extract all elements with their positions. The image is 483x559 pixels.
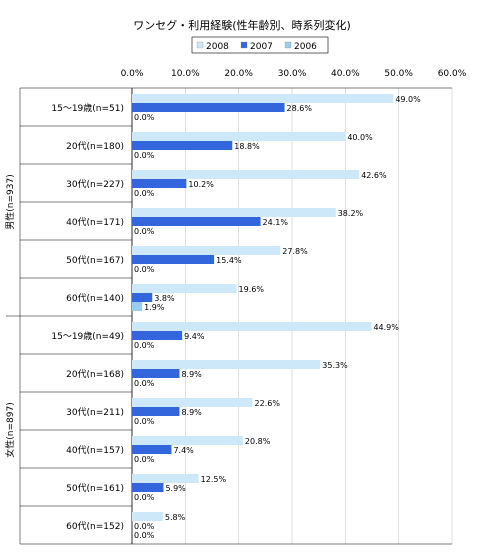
bar-2007 <box>132 255 215 264</box>
data-label-2007: 15.4% <box>216 256 242 265</box>
x-tick-label: 10.0% <box>171 69 200 79</box>
chart-title: ワンセグ・利用経験(性年齢別、時系列変化) <box>133 18 351 32</box>
legend-swatch-2006 <box>284 41 292 49</box>
data-label-2007: 8.9% <box>181 370 202 379</box>
bar-2008 <box>132 322 372 331</box>
group-label: 男性(n=937) <box>4 174 16 229</box>
data-labels: 49.0% 40.0% 42.6% 38.2% 27.8% 19.6% 44.9% 35.3%… <box>134 95 421 540</box>
data-label-2007: 10.2% <box>188 180 214 189</box>
data-label-2006: 0.0% <box>134 151 155 160</box>
x-tick-label: 40.0% <box>331 69 360 79</box>
group-labels: 男性(n=937) 女性(n=897) <box>4 88 21 544</box>
category-label: 20代(n=180) <box>66 141 124 152</box>
bar-2008 <box>132 170 360 179</box>
data-label-2006: 0.0% <box>134 531 155 540</box>
data-label-2007: 8.9% <box>181 408 202 417</box>
category-label: 50代(n=161) <box>66 483 124 494</box>
bar-2007 <box>132 141 233 150</box>
x-axis-tick-labels: 0.0% 10.0% 20.0% 30.0% 40.0% 50.0% 60.0% <box>121 69 467 79</box>
category-label: 30代(n=211) <box>66 407 124 418</box>
bar-2007 <box>132 217 261 226</box>
bar-2008 <box>132 474 199 483</box>
data-label-2006: 0.0% <box>134 341 155 350</box>
bar-2007 <box>132 407 180 416</box>
bar-2006 <box>132 302 143 311</box>
bar-2008 <box>132 360 321 369</box>
bar-2008 <box>132 398 253 407</box>
bar-2008 <box>132 94 394 103</box>
legend-box <box>191 36 329 54</box>
data-label-2008: 38.2% <box>338 209 364 218</box>
data-label-2006: 0.0% <box>134 265 155 274</box>
data-label-2008: 12.5% <box>201 475 227 484</box>
data-label-2006: 0.0% <box>134 455 155 464</box>
legend: 2008 2007 2006 <box>191 36 329 54</box>
legend-label-2006: 2006 <box>294 42 317 52</box>
data-label-2007: 0.0% <box>134 522 155 531</box>
category-labels: 15～19歳(n=51) 20代(n=180) 30代(n=227) 40代(n=17… <box>20 87 132 545</box>
data-label-2008: 22.6% <box>255 399 281 408</box>
bar-2007 <box>132 369 180 378</box>
data-label-2006: 0.0% <box>134 189 155 198</box>
data-label-2008: 44.9% <box>373 323 399 332</box>
data-label-2008: 27.8% <box>282 247 308 256</box>
category-label: 50代(n=167) <box>66 255 124 266</box>
bars <box>132 94 394 521</box>
category-label: 30代(n=227) <box>66 179 124 190</box>
bar-2007 <box>132 293 153 302</box>
category-label: 20代(n=168) <box>66 369 124 380</box>
legend-label-2007: 2007 <box>250 42 273 52</box>
bar-2008 <box>132 132 346 141</box>
group-label: 女性(n=897) <box>4 402 16 457</box>
data-label-2006: 0.0% <box>134 493 155 502</box>
data-label-2006: 0.0% <box>134 227 155 236</box>
data-label-2007: 7.4% <box>173 446 194 455</box>
data-label-2007: 18.8% <box>234 142 260 151</box>
category-label: 40代(n=157) <box>66 445 124 456</box>
bar-2008 <box>132 512 163 521</box>
bar-2007 <box>132 483 164 492</box>
data-label-2008: 5.8% <box>165 513 186 522</box>
x-tick-label: 0.0% <box>121 69 144 79</box>
data-label-2007: 28.6% <box>287 104 313 113</box>
x-tick-label: 20.0% <box>224 69 253 79</box>
legend-swatch-2007 <box>240 41 248 49</box>
category-label: 60代(n=152) <box>66 521 124 532</box>
x-tick-label: 30.0% <box>278 69 307 79</box>
bar-2008 <box>132 436 243 445</box>
bar-2008 <box>132 208 336 217</box>
data-label-2007: 24.1% <box>263 218 289 227</box>
data-label-2008: 49.0% <box>395 95 421 104</box>
bar-2008 <box>132 246 281 255</box>
data-label-2006: 0.0% <box>134 379 155 388</box>
bar-2007 <box>132 331 183 340</box>
data-label-2008: 42.6% <box>361 171 387 180</box>
category-label: 15～19歳(n=49) <box>51 330 124 342</box>
category-label: 60代(n=140) <box>66 293 124 304</box>
category-label: 15～19歳(n=51) <box>51 102 124 114</box>
data-label-2007: 5.9% <box>165 484 186 493</box>
data-label-2006: 0.0% <box>134 417 155 426</box>
data-label-2008: 40.0% <box>347 133 373 142</box>
data-label-2006: 0.0% <box>134 113 155 122</box>
data-label-2006: 1.9% <box>144 303 165 312</box>
bar-2007 <box>132 445 172 454</box>
bar-2008 <box>132 284 237 293</box>
data-label-2008: 19.6% <box>239 285 265 294</box>
bar-2007 <box>132 179 187 188</box>
legend-swatch-2008 <box>196 41 204 49</box>
data-label-2007: 9.4% <box>184 332 205 341</box>
x-tick-label: 60.0% <box>438 69 467 79</box>
data-label-2008: 20.8% <box>245 437 271 446</box>
legend-label-2008: 2008 <box>206 42 229 52</box>
bar-2007 <box>132 103 285 112</box>
data-label-2008: 35.3% <box>322 361 348 370</box>
x-tick-label: 50.0% <box>384 69 413 79</box>
data-label-2007: 3.8% <box>154 294 175 303</box>
category-label: 40代(n=171) <box>66 217 124 228</box>
